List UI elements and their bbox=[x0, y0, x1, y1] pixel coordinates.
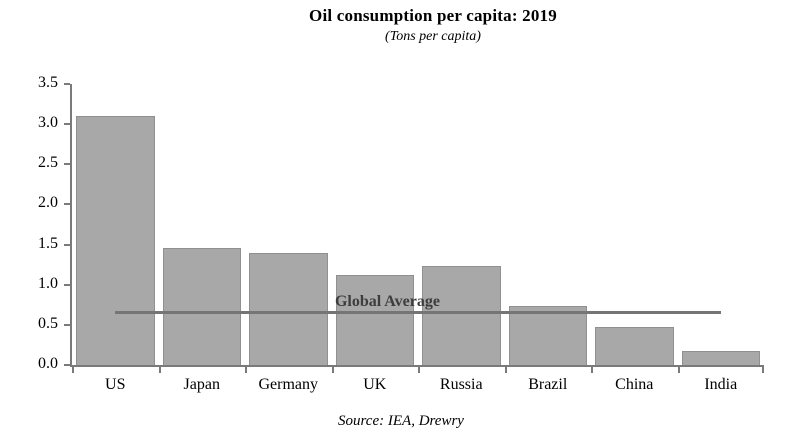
bar-india bbox=[681, 350, 760, 365]
x-category-label-china: China bbox=[615, 376, 654, 393]
bar-russia bbox=[422, 266, 501, 365]
x-category-label-india: India bbox=[704, 376, 738, 393]
global-average-line bbox=[115, 311, 721, 315]
y-tick-label: 2.0 bbox=[38, 194, 58, 212]
plot-area: Global Average 0.0 0.5 1.0 1.5 2.0 2.5 3.0 3.5 U… bbox=[38, 74, 764, 393]
y-tick-label: 2.5 bbox=[38, 154, 58, 172]
x-category-label-russia: Russia bbox=[439, 376, 483, 393]
y-axis-tick bbox=[64, 323, 70, 326]
x-category-label-brazil: Brazil bbox=[528, 376, 568, 393]
y-tick-label: 3.5 bbox=[38, 74, 58, 91]
y-axis-tick bbox=[64, 83, 70, 85]
chart-subtitle: (Tons per capita) bbox=[385, 29, 481, 44]
x-category-label-japan: Japan bbox=[183, 376, 220, 393]
y-tick-label: 0.0 bbox=[38, 355, 58, 372]
x-axis-tick bbox=[591, 367, 593, 373]
global-average-label: Global Average bbox=[334, 292, 440, 310]
y-tick-label: 0.5 bbox=[38, 314, 58, 332]
x-axis-tick bbox=[331, 367, 334, 373]
bar-japan bbox=[162, 247, 241, 365]
x-axis-tick bbox=[504, 367, 507, 373]
x-axis-tick bbox=[418, 367, 420, 373]
bar-uk bbox=[335, 275, 414, 365]
bar-china bbox=[595, 327, 674, 365]
y-axis-tick bbox=[64, 203, 70, 206]
x-category-label-us: US bbox=[105, 376, 126, 393]
x-axis-tick bbox=[677, 367, 680, 373]
source-note: Source: IEA, Drewry bbox=[338, 413, 464, 429]
x-axis-tick bbox=[72, 367, 74, 373]
x-axis-tick bbox=[762, 367, 764, 373]
y-axis-tick bbox=[64, 243, 70, 246]
y-axis-tick bbox=[64, 163, 70, 166]
chart-title: Oil consumption per capita: 2019 bbox=[309, 6, 557, 25]
bar-us bbox=[76, 116, 155, 365]
x-category-label-uk: UK bbox=[363, 376, 387, 393]
y-tick-label: 1.0 bbox=[38, 274, 58, 292]
x-axis-tick bbox=[245, 367, 247, 373]
bar-germany bbox=[249, 253, 328, 365]
y-tick-label: 3.0 bbox=[38, 114, 58, 132]
y-tick-label: 1.5 bbox=[38, 234, 58, 252]
y-axis-tick bbox=[64, 364, 70, 366]
x-axis-tick bbox=[158, 367, 161, 373]
y-axis-tick bbox=[64, 123, 70, 126]
bar-brazil bbox=[508, 306, 587, 365]
x-category-label-germany: Germany bbox=[258, 376, 319, 393]
y-axis-tick bbox=[64, 283, 70, 286]
